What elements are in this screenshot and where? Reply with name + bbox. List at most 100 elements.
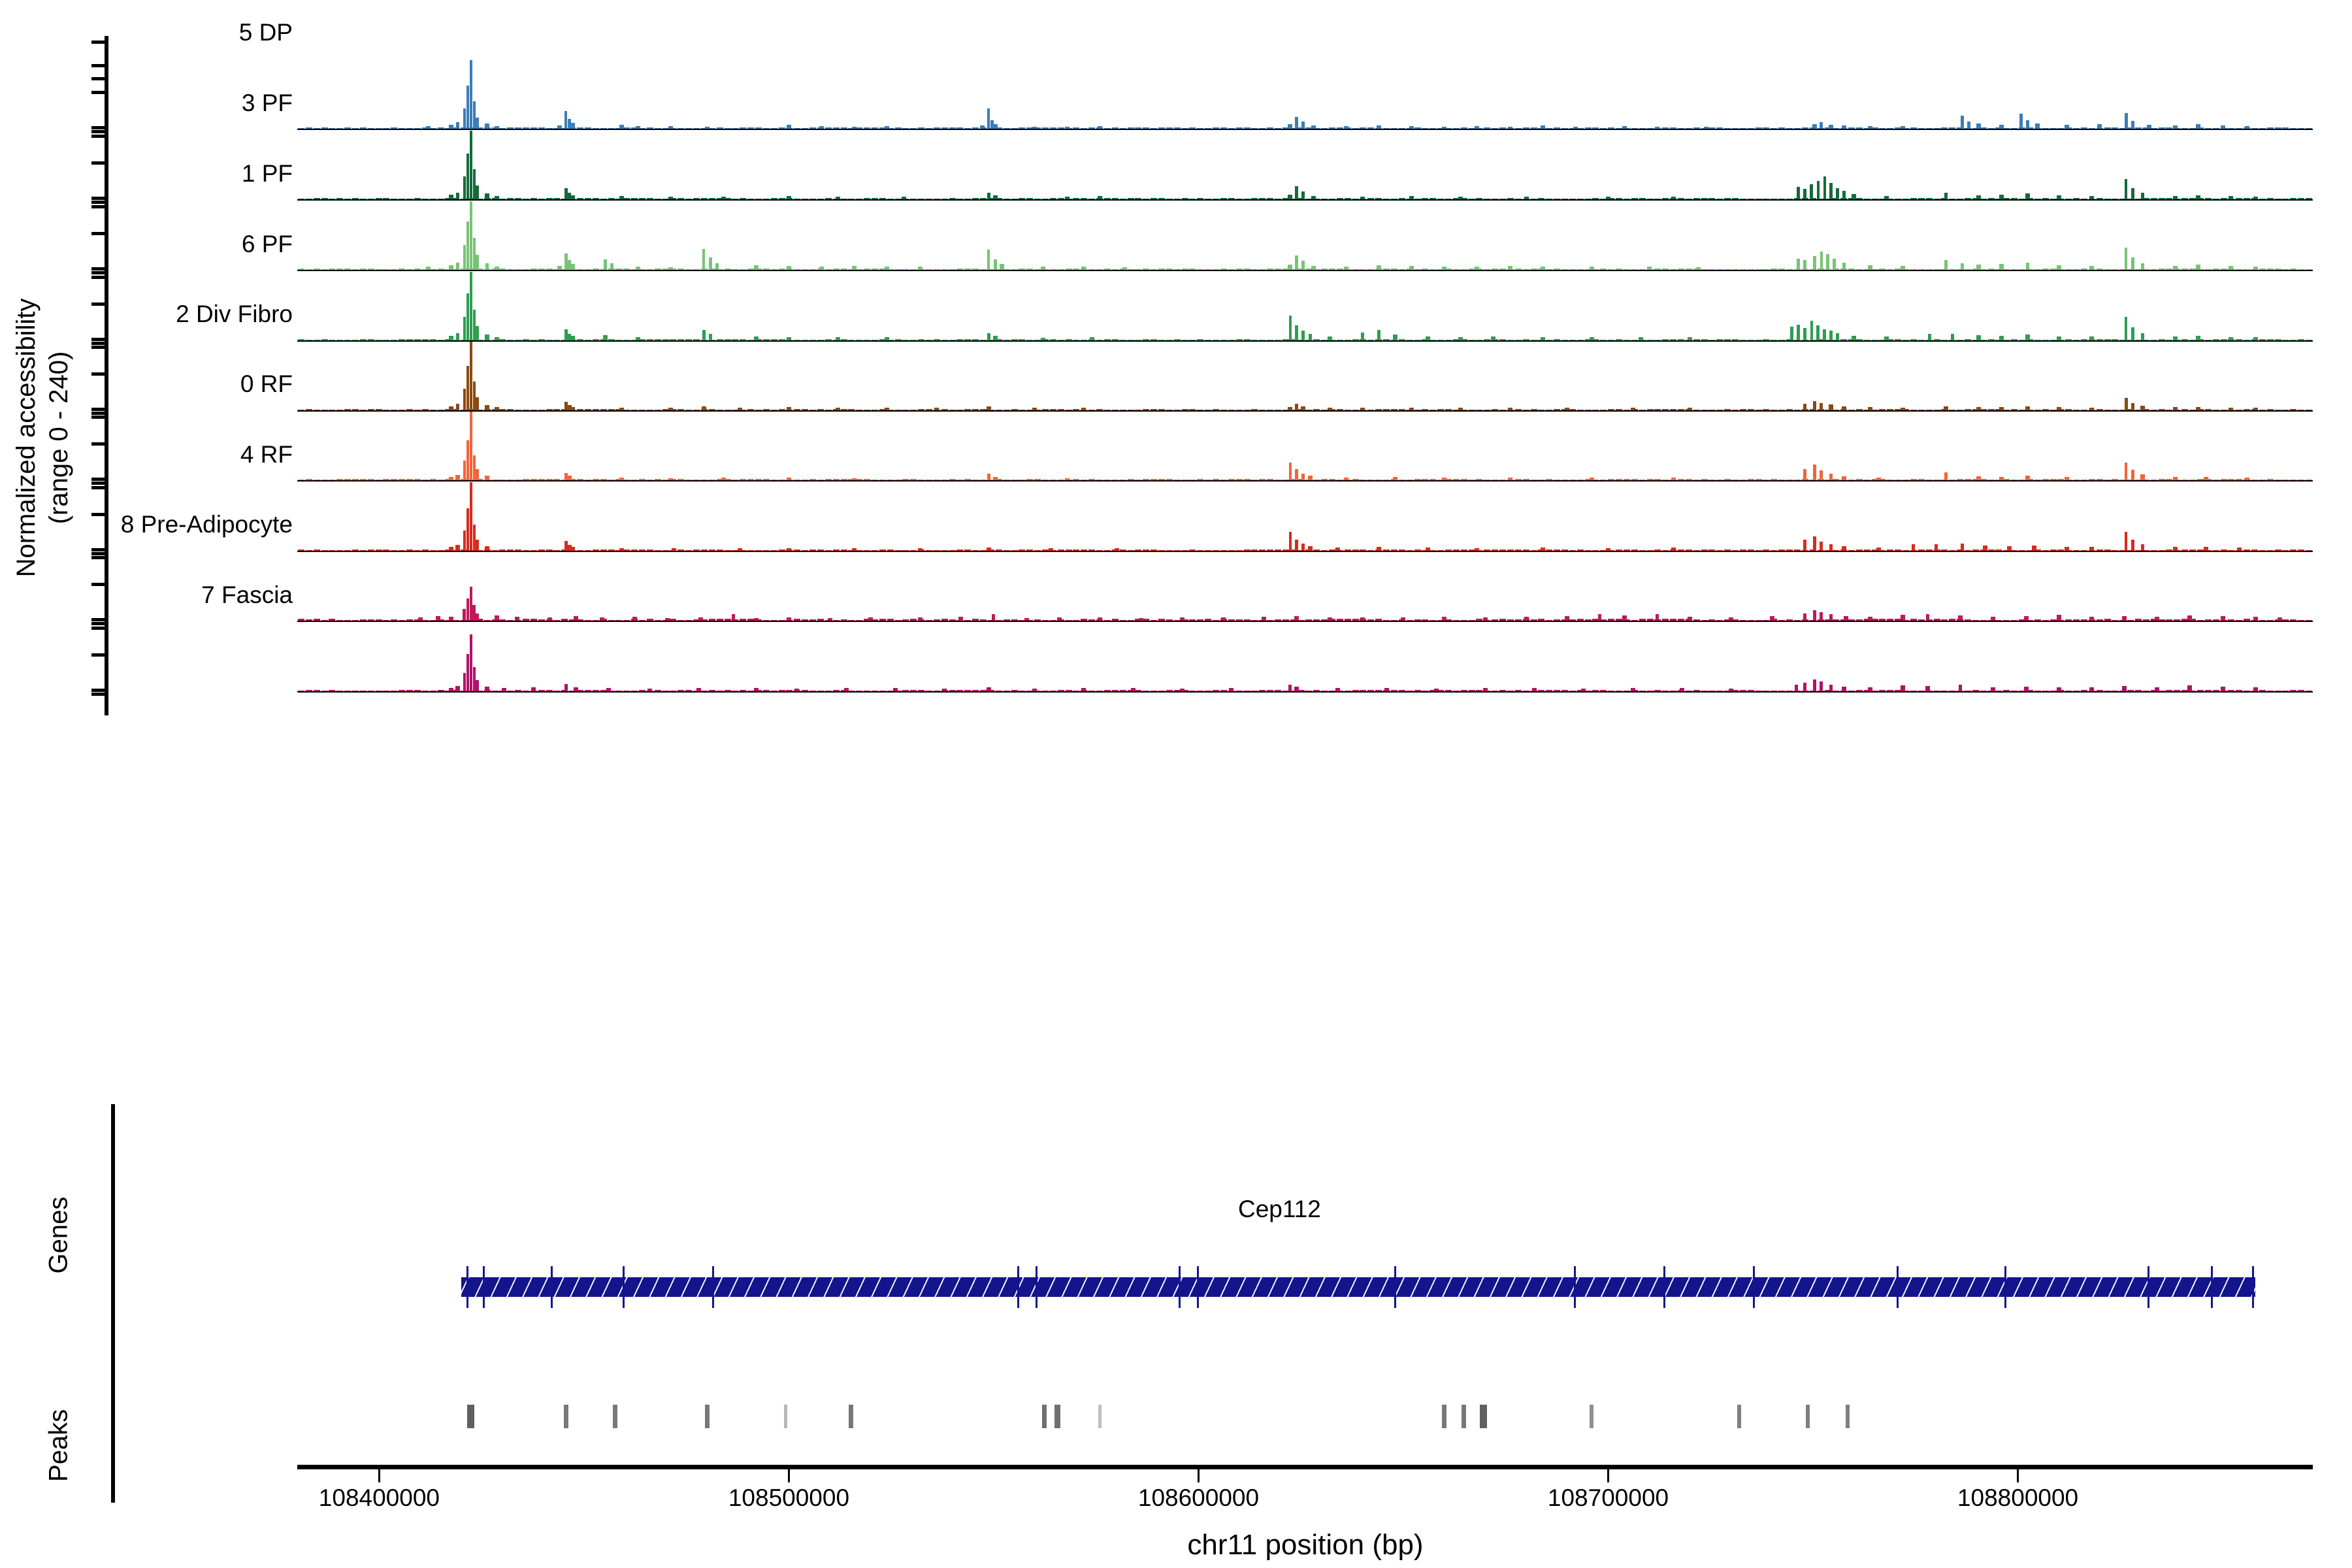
- signal-noise: [491, 198, 498, 199]
- signal-noise: [1127, 269, 1134, 270]
- signal-noise: [1026, 198, 1034, 199]
- signal-noise: [678, 478, 685, 480]
- signal-noise: [615, 479, 623, 480]
- signal-bar: [1288, 462, 1292, 480]
- signal-noise: [1057, 619, 1064, 621]
- signal-noise: [1321, 549, 1328, 551]
- signal-noise: [832, 408, 840, 410]
- signal-noise: [1282, 549, 1289, 551]
- signal-noise: [2259, 268, 2266, 270]
- signal-noise: [1329, 479, 1336, 480]
- signal-noise: [2290, 619, 2297, 621]
- signal-noise: [1522, 618, 1529, 621]
- signal-noise: [1957, 127, 1964, 129]
- signal-bar: [463, 608, 466, 621]
- signal-noise: [1352, 127, 1359, 129]
- signal-noise: [553, 478, 561, 480]
- signal-noise: [1801, 479, 1808, 480]
- signal-bar: [1409, 407, 1414, 410]
- signal-bar: [665, 617, 670, 621]
- signal-noise: [1088, 269, 1096, 270]
- y-axis-tick: [91, 41, 106, 44]
- signal-noise: [1011, 409, 1018, 410]
- signal-noise: [1360, 269, 1367, 270]
- signal-noise: [1941, 619, 1948, 621]
- signal-noise: [1964, 478, 1971, 480]
- signal-noise: [786, 619, 793, 621]
- signal-noise: [700, 409, 708, 410]
- signal-noise: [1584, 479, 1592, 480]
- signal-noise: [840, 549, 847, 551]
- signal-bar: [2025, 476, 2031, 480]
- signal-noise: [1576, 689, 1584, 691]
- signal-noise: [2197, 408, 2204, 410]
- signal-noise: [1724, 127, 1731, 129]
- signal-bar: [2172, 547, 2178, 551]
- signal-noise: [848, 549, 855, 551]
- signal-noise: [1298, 268, 1305, 270]
- signal-bar: [472, 238, 476, 270]
- signal-noise: [561, 269, 568, 270]
- signal-noise: [918, 269, 925, 270]
- signal-noise: [391, 549, 398, 551]
- gene-exon-tick: [1394, 1266, 1396, 1308]
- signal-noise: [468, 198, 475, 199]
- signal-noise: [577, 269, 584, 270]
- signal-noise: [546, 268, 553, 270]
- signal-noise: [1755, 127, 1762, 129]
- signal-noise: [1267, 549, 1274, 551]
- signal-noise: [577, 689, 584, 691]
- signal-noise: [2266, 127, 2274, 129]
- signal-noise: [1654, 549, 1661, 551]
- signal-noise: [802, 127, 809, 129]
- signal-noise: [561, 127, 568, 129]
- signal-noise: [1561, 408, 1568, 410]
- signal-bar: [1944, 193, 1948, 199]
- signal-noise: [755, 478, 762, 480]
- signal-bar: [1401, 617, 1406, 621]
- y-axis-tick: [91, 64, 106, 67]
- signal-noise: [351, 198, 359, 199]
- signal-noise: [786, 127, 793, 129]
- signal-noise: [2003, 269, 2010, 270]
- signal-noise: [1600, 549, 1607, 551]
- signal-noise: [740, 127, 747, 129]
- signal-noise: [1592, 127, 1599, 129]
- signal-noise: [321, 269, 328, 270]
- signal-noise: [569, 549, 576, 551]
- signal-noise: [1771, 479, 1778, 480]
- signal-noise: [1514, 619, 1522, 621]
- signal-noise: [2127, 409, 2134, 410]
- signal-noise: [1360, 549, 1367, 551]
- signal-noise: [1910, 127, 1917, 129]
- signal-noise: [654, 479, 661, 480]
- signal-noise: [770, 619, 777, 621]
- signal-noise: [716, 338, 723, 340]
- signal-noise: [910, 478, 917, 480]
- signal-bar: [1842, 406, 1847, 410]
- signal-noise: [2158, 409, 2165, 410]
- signal-noise: [1011, 619, 1018, 621]
- y-axis-tick: [91, 627, 106, 630]
- signal-noise: [1460, 619, 1467, 621]
- signal-noise: [421, 549, 429, 551]
- signal-noise: [421, 339, 429, 340]
- signal-bar: [737, 407, 742, 410]
- signal-noise: [1422, 339, 1429, 340]
- signal-bar: [2025, 406, 2031, 410]
- signal-noise: [1685, 269, 1692, 270]
- signal-noise: [2112, 269, 2119, 270]
- signal-noise: [2019, 127, 2026, 129]
- signal-noise: [1778, 269, 1786, 270]
- signal-noise: [2011, 269, 2018, 270]
- signal-noise: [1468, 127, 1475, 129]
- signal-noise: [1049, 198, 1056, 199]
- signal-noise: [1693, 269, 1700, 270]
- signal-bar: [901, 196, 906, 199]
- signal-noise: [1065, 338, 1072, 340]
- signal-noise: [670, 408, 677, 410]
- signal-noise: [1786, 127, 1793, 129]
- signal-bar: [566, 545, 572, 551]
- signal-noise: [1801, 127, 1808, 129]
- signal-noise: [1282, 127, 1289, 129]
